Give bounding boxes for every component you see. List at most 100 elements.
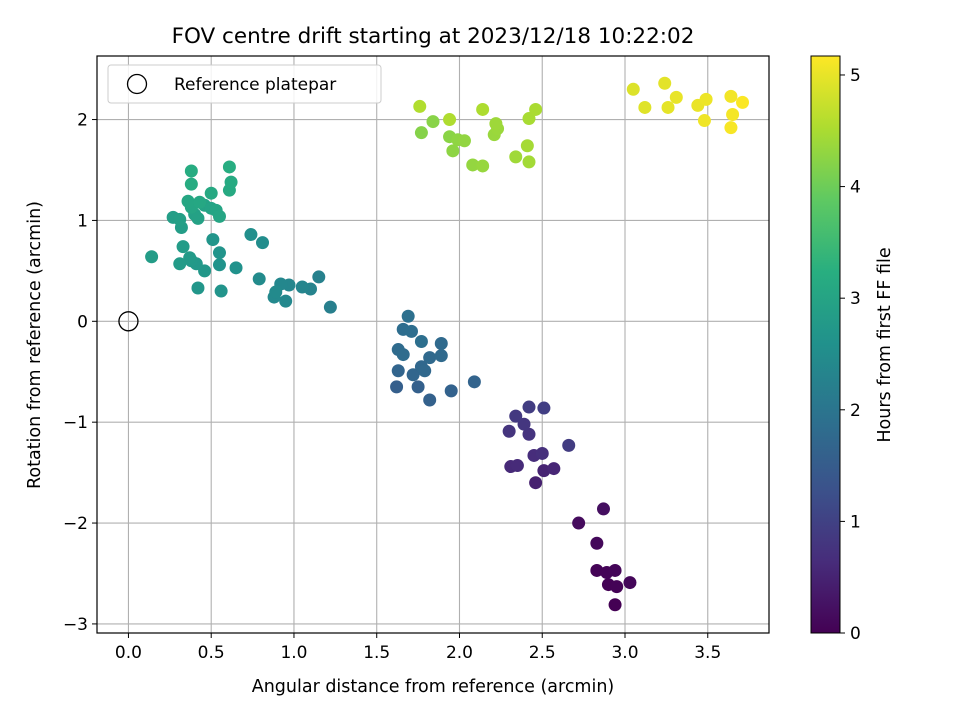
data-point xyxy=(726,108,740,122)
data-point xyxy=(610,580,624,594)
data-point xyxy=(183,251,197,265)
data-point xyxy=(414,334,428,348)
data-point xyxy=(669,90,683,104)
data-point xyxy=(212,209,226,223)
data-point xyxy=(423,351,437,365)
data-point xyxy=(529,476,543,490)
legend-box xyxy=(107,64,382,104)
data-point xyxy=(626,82,640,96)
colorbar: 0 1 2 3 4 5 Hours from first FF file xyxy=(810,55,895,644)
data-point xyxy=(476,102,490,116)
data-point xyxy=(590,563,604,577)
data-point xyxy=(191,211,205,225)
data-point xyxy=(457,134,471,148)
y-tick-label: 0 xyxy=(77,312,88,332)
data-point xyxy=(212,246,226,260)
data-point xyxy=(256,236,270,250)
data-point xyxy=(214,284,228,298)
colorbar-ticks: 0 1 2 3 4 5 xyxy=(840,66,861,644)
data-point xyxy=(724,89,738,103)
data-point xyxy=(323,300,337,314)
data-point xyxy=(697,114,711,128)
data-point xyxy=(193,195,207,209)
data-point xyxy=(517,417,531,431)
data-point xyxy=(390,380,404,394)
data-point xyxy=(572,516,586,530)
data-point xyxy=(509,409,523,423)
data-point xyxy=(414,126,428,140)
data-point xyxy=(224,175,238,189)
y-axis-label: Rotation from reference (arcmin) xyxy=(25,201,45,489)
data-point xyxy=(391,364,405,378)
data-point xyxy=(252,272,266,286)
colorbar-tick-label: 1 xyxy=(850,512,861,532)
data-points xyxy=(145,76,750,612)
data-point xyxy=(312,270,326,284)
x-tick-label: 3.5 xyxy=(694,643,721,663)
data-point xyxy=(489,117,503,131)
data-point xyxy=(724,121,738,135)
data-point xyxy=(279,294,293,308)
data-point xyxy=(426,115,440,129)
data-point xyxy=(529,102,543,116)
x-axis-label: Angular distance from reference (arcmin) xyxy=(252,677,615,697)
data-point xyxy=(661,100,675,114)
x-tick-label: 1.5 xyxy=(363,643,390,663)
data-point xyxy=(608,598,622,612)
data-point xyxy=(658,76,672,90)
data-point xyxy=(467,375,481,389)
data-point xyxy=(509,150,523,164)
y-tick-label: −2 xyxy=(63,514,88,534)
y-tick-label: 1 xyxy=(77,211,88,231)
data-point xyxy=(191,281,205,295)
data-point xyxy=(522,112,536,126)
legend: Reference platepar xyxy=(107,64,382,104)
data-point xyxy=(244,228,258,242)
colorbar-tick-label: 5 xyxy=(850,66,861,86)
colorbar-tick-label: 3 xyxy=(850,289,861,309)
data-point xyxy=(699,92,713,106)
data-point xyxy=(520,139,534,153)
data-point xyxy=(537,464,551,478)
data-point xyxy=(269,285,283,299)
data-point xyxy=(401,309,415,323)
x-tick-label: 0.0 xyxy=(115,643,142,663)
data-point xyxy=(522,400,536,414)
data-point xyxy=(145,250,159,264)
data-point xyxy=(522,155,536,169)
data-point xyxy=(184,177,198,191)
data-point xyxy=(510,459,524,473)
y-tick-label: −1 xyxy=(63,413,88,433)
colorbar-label: Hours from first FF file xyxy=(875,247,895,442)
colorbar-tick-label: 0 xyxy=(850,624,861,644)
colorbar-gradient xyxy=(810,55,841,634)
data-point xyxy=(173,257,187,271)
data-point xyxy=(590,536,604,550)
data-point xyxy=(537,401,551,415)
data-point xyxy=(396,348,410,362)
y-axis: −3 −2 −1 0 1 2 xyxy=(63,111,97,635)
data-point xyxy=(406,368,420,382)
data-point xyxy=(638,100,652,114)
legend-entry-reference: Reference platepar xyxy=(174,75,336,95)
data-point xyxy=(434,349,448,363)
data-point xyxy=(181,194,195,208)
data-point xyxy=(411,380,425,394)
data-point xyxy=(423,393,437,407)
data-point xyxy=(212,258,226,272)
data-point xyxy=(547,462,561,476)
y-tick-label: 2 xyxy=(77,111,88,131)
x-tick-label: 2.5 xyxy=(529,643,556,663)
data-point xyxy=(443,113,457,127)
data-point xyxy=(176,240,190,254)
data-point xyxy=(173,212,187,226)
data-point xyxy=(206,233,220,247)
x-tick-label: 2.0 xyxy=(446,643,473,663)
x-tick-label: 3.0 xyxy=(611,643,638,663)
data-point xyxy=(222,160,236,174)
x-tick-label: 0.5 xyxy=(198,643,225,663)
data-point xyxy=(466,158,480,172)
data-point xyxy=(736,95,750,109)
data-point xyxy=(623,576,637,590)
